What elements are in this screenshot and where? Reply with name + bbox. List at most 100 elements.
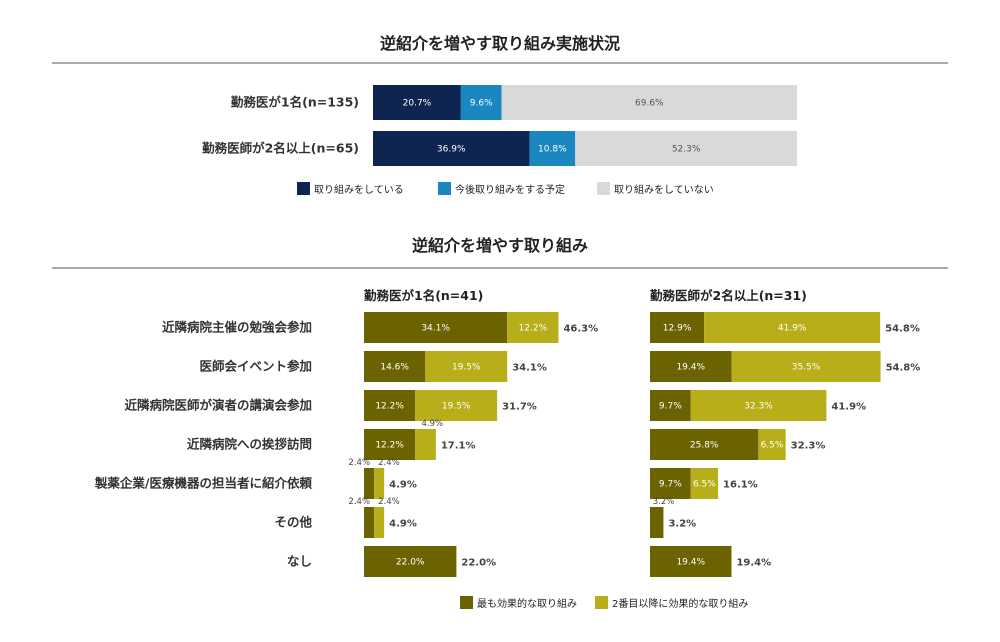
bar-segment — [460, 85, 502, 120]
chart-title: 逆紹介を増やす取り組み — [412, 236, 588, 255]
data-label: 19.4% — [676, 558, 705, 568]
bar-segment — [364, 429, 416, 460]
data-label: 25.8% — [690, 441, 719, 451]
bar-segment — [650, 546, 732, 577]
total-label: 46.3% — [563, 324, 598, 335]
data-label: 9.7% — [659, 480, 682, 490]
data-label: 14.6% — [380, 363, 409, 373]
category-label: 近隣病院主催の勉強会参加 — [162, 320, 312, 335]
data-label: 52.3% — [672, 145, 701, 155]
legend-swatch — [595, 596, 608, 609]
total-label: 54.8% — [886, 363, 921, 374]
total-label: 41.9% — [831, 402, 866, 413]
bar-segment — [374, 507, 385, 538]
data-label: 12.2% — [375, 402, 404, 412]
data-label: 2.4% — [348, 458, 370, 468]
data-label: 9.6% — [470, 99, 493, 109]
bar-segment — [364, 351, 426, 382]
bar-segment — [415, 429, 436, 460]
bar-segment — [425, 351, 508, 382]
bar-segment — [650, 312, 705, 343]
bar-segment — [415, 390, 498, 421]
data-label: 2.4% — [378, 497, 400, 507]
total-label: 19.4% — [736, 558, 771, 569]
legend-swatch — [460, 596, 473, 609]
total-label: 32.3% — [791, 441, 826, 452]
category-label: 近隣病院への挨拶訪問 — [187, 437, 312, 452]
data-label: 19.4% — [676, 363, 705, 373]
bar-segment — [364, 507, 375, 538]
legend-swatch — [597, 182, 610, 195]
data-label: 19.5% — [452, 363, 481, 373]
bar-segment — [650, 507, 664, 538]
legend-swatch — [438, 182, 451, 195]
total-label: 4.9% — [389, 519, 417, 530]
total-label: 3.2% — [668, 519, 696, 530]
legend-label: 2番目以降に効果的な取り組み — [612, 597, 748, 610]
category-label: 近隣病院医師が演者の講演会参加 — [124, 398, 312, 413]
total-label: 54.8% — [885, 324, 920, 335]
data-label: 12.2% — [519, 324, 548, 334]
legend-label: 今後取り組みをする予定 — [455, 183, 565, 196]
bar-segment — [731, 351, 881, 382]
bar-segment — [575, 131, 797, 166]
data-label: 69.6% — [635, 99, 664, 109]
data-label: 35.5% — [792, 363, 821, 373]
legend-label: 最も効果的な取り組み — [477, 597, 577, 610]
bar-segment — [650, 429, 759, 460]
data-label: 2.4% — [348, 497, 370, 507]
bar-segment — [364, 546, 457, 577]
data-label: 9.7% — [659, 402, 682, 412]
bar-segment — [690, 390, 827, 421]
panel-title: 勤務医が1名(n=41) — [364, 288, 483, 303]
data-label: 19.5% — [442, 402, 471, 412]
data-label: 12.9% — [663, 324, 692, 334]
category-label: 医師会イベント参加 — [199, 359, 312, 374]
bar-segment — [373, 85, 461, 120]
data-label: 6.5% — [693, 480, 716, 490]
bar-segment — [507, 312, 559, 343]
bar-segment — [364, 390, 416, 421]
bar-segment — [704, 312, 881, 343]
total-label: 22.0% — [461, 558, 496, 569]
bar-segment — [650, 390, 691, 421]
data-label: 10.8% — [538, 145, 567, 155]
chart-title: 逆紹介を増やす取り組み実施状況 — [380, 34, 620, 53]
bar-segment — [364, 312, 508, 343]
bar-segment — [650, 468, 691, 499]
category-label: その他 — [274, 515, 312, 530]
bar-segment — [364, 468, 375, 499]
data-label: 32.3% — [744, 402, 773, 412]
legend-label: 取り組みをしている — [314, 183, 404, 196]
bar-segment — [758, 429, 786, 460]
bar-segment — [501, 85, 797, 120]
data-label: 12.2% — [375, 441, 404, 451]
total-label: 34.1% — [512, 363, 547, 374]
data-label: 34.1% — [421, 324, 450, 334]
data-label: 36.9% — [437, 145, 466, 155]
data-label: 3.2% — [653, 497, 675, 507]
bar-segment — [374, 468, 385, 499]
total-label: 31.7% — [502, 402, 537, 413]
bar-segment — [650, 351, 732, 382]
data-label: 2.4% — [378, 458, 400, 468]
panel-title: 勤務医師が2名以上(n=31) — [650, 288, 807, 303]
total-label: 4.9% — [389, 480, 417, 491]
bar-segment — [529, 131, 576, 166]
data-label: 6.5% — [761, 441, 784, 451]
total-label: 16.1% — [723, 480, 758, 491]
bar-segment — [373, 131, 530, 166]
data-label: 41.9% — [778, 324, 807, 334]
category-label: 製薬企業/医療機器の担当者に紹介依頼 — [94, 476, 313, 491]
bar-segment — [690, 468, 719, 499]
legend-swatch — [297, 182, 310, 195]
data-label: 4.9% — [422, 419, 444, 429]
data-label: 20.7% — [403, 99, 432, 109]
category-label: 勤務医が1名(n=135) — [231, 95, 359, 110]
total-label: 17.1% — [441, 441, 476, 452]
category-label: 勤務医師が2名以上(n=65) — [202, 141, 359, 156]
category-label: なし — [287, 554, 312, 569]
data-label: 22.0% — [396, 558, 425, 568]
legend-label: 取り組みをしていない — [614, 183, 714, 196]
